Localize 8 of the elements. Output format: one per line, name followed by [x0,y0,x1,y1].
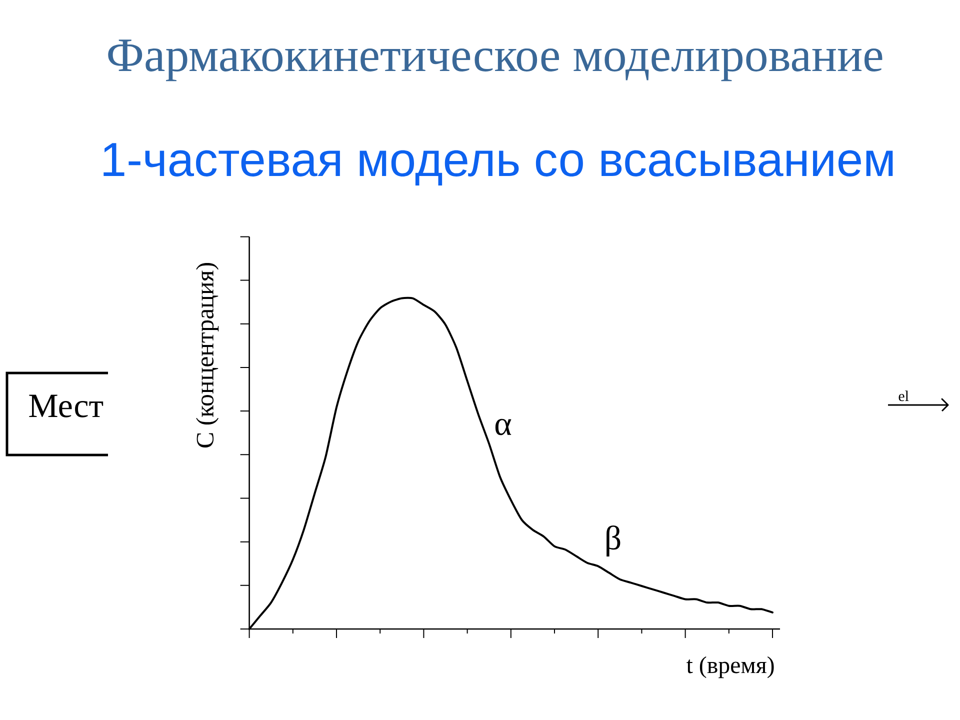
chart-title: Фармакокинетическое моделирование [108,40,882,82]
annotation: α [495,418,512,436]
chart-subtitle: 1-частевая модель со всасыванием [104,143,893,186]
y-axis-title: C (концентрация) [196,263,219,448]
text: Мест [29,394,104,418]
annotation: β [606,525,620,557]
text: el [898,390,909,402]
x-axis-title: t (время) [686,656,774,678]
